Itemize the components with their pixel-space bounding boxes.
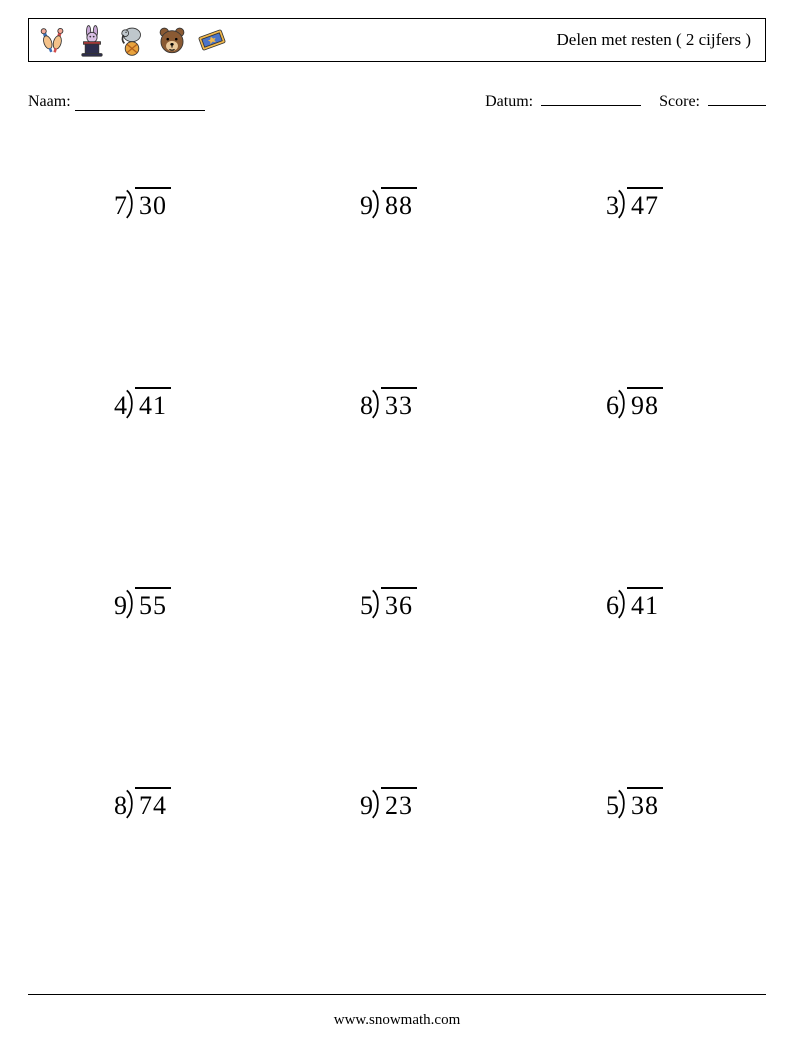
long-division-bracket: 33 [375, 389, 417, 419]
dividend: 23 [381, 787, 417, 820]
score-blank [708, 88, 766, 106]
problem-cell: 698 [520, 371, 766, 571]
problem-cell: 730 [28, 171, 274, 371]
dividend: 47 [627, 187, 663, 220]
footer-url: www.snowmath.com [0, 1012, 794, 1029]
bracket-curve-icon [617, 789, 629, 821]
dividend: 55 [135, 587, 171, 620]
bracket-curve-icon [617, 389, 629, 421]
problem-cell: 347 [520, 171, 766, 371]
long-division-bracket: 36 [375, 589, 417, 619]
division-problem: 441 [114, 389, 171, 419]
division-problem: 347 [606, 189, 663, 219]
division-problem: 923 [360, 789, 417, 819]
long-division-bracket: 38 [621, 789, 663, 819]
long-division-bracket: 23 [375, 789, 417, 819]
dividend: 38 [627, 787, 663, 820]
dividend: 33 [381, 387, 417, 420]
date-label: Datum: [485, 93, 533, 110]
juggling-pins-icon [35, 23, 69, 57]
long-division-bracket: 74 [129, 789, 171, 819]
elephant-ball-icon [115, 23, 149, 57]
ticket-star-icon [195, 23, 229, 57]
dividend: 88 [381, 187, 417, 220]
dividend: 36 [381, 587, 417, 620]
long-division-bracket: 41 [621, 589, 663, 619]
problem-grid: 730 988 347 441 833 698 955 536 641 874 923 538 [28, 171, 766, 971]
division-problem: 874 [114, 789, 171, 819]
long-division-bracket: 30 [129, 189, 171, 219]
dividend: 41 [627, 587, 663, 620]
bracket-curve-icon [125, 389, 137, 421]
bracket-curve-icon [371, 789, 383, 821]
dividend: 98 [627, 387, 663, 420]
score-label: Score: [659, 93, 700, 110]
problem-cell: 641 [520, 571, 766, 771]
long-division-bracket: 98 [621, 389, 663, 419]
long-division-bracket: 55 [129, 589, 171, 619]
bear-face-icon [155, 23, 189, 57]
bracket-curve-icon [125, 589, 137, 621]
long-division-bracket: 41 [129, 389, 171, 419]
problem-cell: 988 [274, 171, 520, 371]
division-problem: 833 [360, 389, 417, 419]
dividend: 30 [135, 187, 171, 220]
name-label: Naam: [28, 93, 71, 111]
long-division-bracket: 88 [375, 189, 417, 219]
name-blank [75, 93, 205, 111]
problem-cell: 833 [274, 371, 520, 571]
division-problem: 988 [360, 189, 417, 219]
division-problem: 536 [360, 589, 417, 619]
bracket-curve-icon [125, 789, 137, 821]
icon-row [35, 23, 229, 57]
long-division-bracket: 47 [621, 189, 663, 219]
problem-cell: 955 [28, 571, 274, 771]
bracket-curve-icon [371, 189, 383, 221]
bracket-curve-icon [125, 189, 137, 221]
division-problem: 955 [114, 589, 171, 619]
problem-cell: 536 [274, 571, 520, 771]
division-problem: 641 [606, 589, 663, 619]
meta-row: Naam: Datum: Score: [28, 88, 766, 111]
problem-cell: 441 [28, 371, 274, 571]
bracket-curve-icon [617, 189, 629, 221]
problem-cell: 874 [28, 771, 274, 971]
division-problem: 538 [606, 789, 663, 819]
footer-rule [28, 994, 766, 995]
division-problem: 698 [606, 389, 663, 419]
division-problem: 730 [114, 189, 171, 219]
problem-cell: 538 [520, 771, 766, 971]
worksheet-title: Delen met resten ( 2 cijfers ) [557, 30, 751, 50]
dividend: 41 [135, 387, 171, 420]
problem-cell: 923 [274, 771, 520, 971]
bracket-curve-icon [371, 589, 383, 621]
bracket-curve-icon [617, 589, 629, 621]
rabbit-hat-icon [75, 23, 109, 57]
bracket-curve-icon [371, 389, 383, 421]
date-blank [541, 88, 641, 106]
dividend: 74 [135, 787, 171, 820]
header-box: Delen met resten ( 2 cijfers ) [28, 18, 766, 62]
